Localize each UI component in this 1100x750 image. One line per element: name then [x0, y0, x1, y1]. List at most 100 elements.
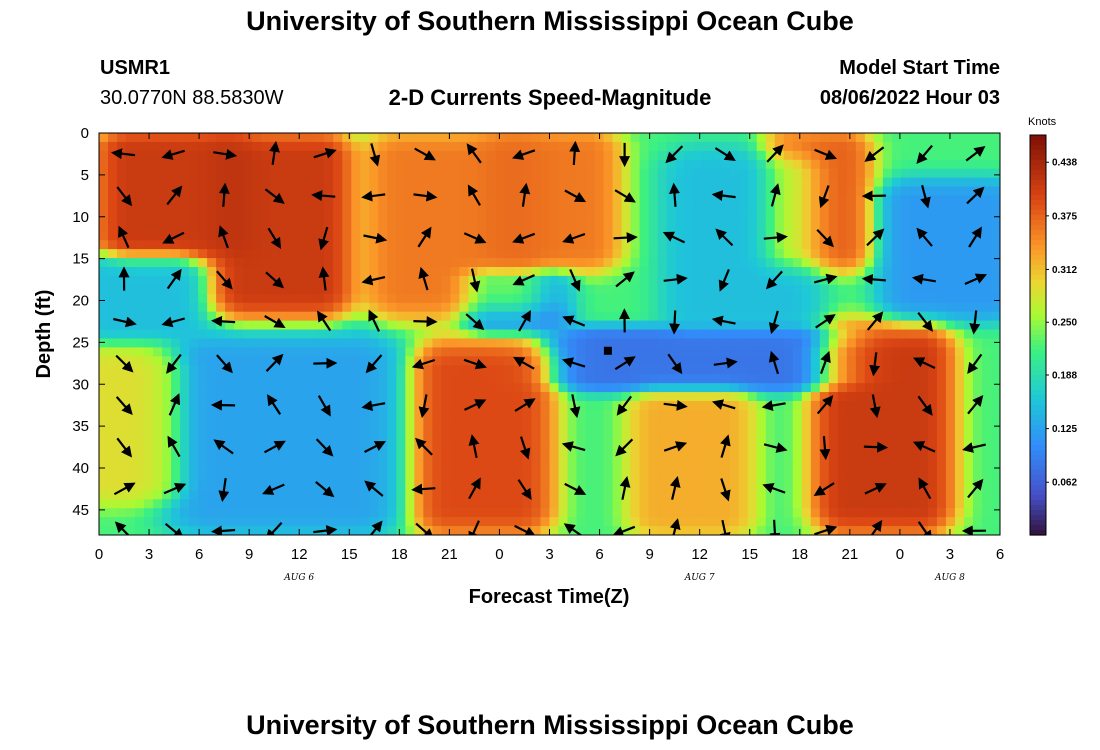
heat-cell: [423, 374, 433, 384]
heat-cell: [513, 374, 524, 384]
heat-cell: [405, 240, 415, 250]
heat-cell: [711, 481, 722, 491]
heat-cell: [297, 374, 307, 384]
heat-cell: [630, 383, 641, 393]
heat-cell: [630, 454, 641, 465]
heat-cell: [189, 365, 199, 375]
heat-cell: [306, 445, 316, 456]
heat-cell: [810, 267, 821, 277]
current-arrow: [265, 271, 285, 289]
heat-cell: [450, 356, 460, 366]
heat-cell: [243, 284, 253, 295]
heat-cell: [549, 195, 560, 206]
heat-cell: [837, 445, 848, 456]
heat-cell: [567, 133, 578, 143]
heat-cell: [765, 133, 776, 143]
heat-cell: [909, 338, 920, 348]
heat-cell: [378, 141, 388, 152]
heat-cell: [693, 526, 704, 535]
heat-cell: [837, 526, 848, 535]
heat-cell: [405, 401, 415, 411]
heat-cell: [585, 302, 596, 313]
heat-cell: [657, 195, 668, 206]
heat-cell: [225, 141, 235, 152]
current-arrow: [668, 182, 680, 207]
heat-cell: [234, 240, 244, 250]
heat-cell: [702, 374, 713, 384]
heat-cell: [171, 454, 181, 465]
heat-cell: [342, 213, 352, 223]
heat-cell: [396, 418, 406, 429]
heat-cell: [621, 499, 632, 509]
heat-cell: [702, 526, 713, 535]
heat-cell: [576, 329, 587, 340]
heat-cell: [414, 293, 424, 304]
heat-cell: [297, 249, 307, 259]
heat-cell: [261, 329, 271, 340]
heat-cell: [675, 222, 686, 232]
heat-cell: [423, 383, 433, 393]
current-arrow: [211, 315, 236, 327]
heat-cell: [657, 133, 668, 143]
heat-cell: [756, 517, 767, 527]
heat-cell: [306, 365, 316, 375]
heat-cell: [234, 275, 244, 286]
heat-cell: [891, 374, 902, 384]
heat-cell: [171, 418, 181, 429]
heat-cell: [333, 204, 343, 214]
heat-cell: [792, 481, 803, 491]
heat-cell: [576, 508, 587, 518]
heat-cell: [783, 267, 794, 277]
heat-cell: [297, 213, 307, 223]
heat-cell: [639, 302, 650, 313]
heat-cell: [828, 168, 839, 179]
heat-cell: [450, 374, 460, 384]
heat-cell: [702, 133, 713, 143]
heat-cell: [567, 293, 578, 304]
heat-cell: [819, 133, 830, 143]
heat-cell: [684, 365, 695, 375]
heat-cell: [639, 401, 650, 411]
heat-cell: [153, 275, 163, 286]
heat-cell: [387, 240, 397, 250]
heat-cell: [810, 284, 821, 295]
heat-cell: [252, 356, 262, 366]
heat-cell: [450, 195, 460, 206]
heat-cell: [324, 275, 334, 286]
heat-cell: [423, 293, 433, 304]
heat-cell: [954, 293, 965, 304]
heat-cell: [486, 374, 497, 384]
heat-cell: [432, 392, 442, 402]
heat-cell: [585, 356, 596, 366]
heat-cell: [117, 374, 127, 384]
heat-cell: [351, 383, 361, 393]
heat-cell: [315, 490, 325, 500]
heat-cell: [324, 427, 334, 438]
heat-cell: [441, 454, 451, 465]
heat-cell: [774, 472, 785, 482]
heat-cell: [972, 436, 983, 447]
heat-cell: [882, 249, 893, 259]
heat-cell: [891, 159, 902, 170]
heat-cell: [693, 356, 704, 366]
heat-cell: [117, 267, 127, 277]
heat-cell: [135, 418, 145, 429]
heat-cell: [144, 436, 154, 447]
heat-cell: [639, 240, 650, 250]
heat-cell: [783, 454, 794, 465]
heat-cell: [342, 249, 352, 259]
heat-cell: [963, 133, 974, 143]
heat-cell: [882, 195, 893, 206]
heat-cell: [351, 150, 361, 161]
heat-cell: [351, 231, 361, 241]
heat-cell: [621, 383, 632, 393]
heat-cell: [342, 356, 352, 366]
heat-cell: [576, 302, 587, 313]
heat-cell: [324, 302, 334, 313]
heat-cell: [684, 320, 695, 331]
heat-cell: [171, 177, 181, 188]
heat-cell: [612, 159, 623, 170]
heat-cell: [801, 499, 812, 509]
heat-cell: [873, 240, 884, 250]
heat-cell: [351, 490, 361, 500]
